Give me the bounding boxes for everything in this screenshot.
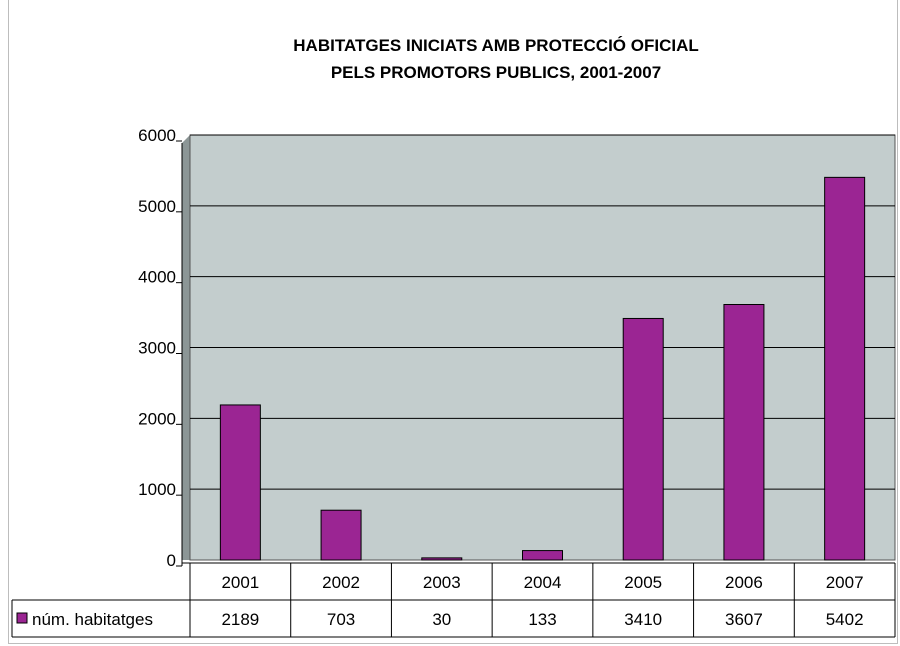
bar-2005 xyxy=(622,317,664,561)
x-tick-label: 2001 xyxy=(221,573,259,592)
data-label: 133 xyxy=(528,610,556,629)
x-tick-label: 2004 xyxy=(524,573,562,592)
data-table: 2001 2189 2002 703 2003 30 2004 133 2005 3410 2006… xyxy=(11,562,896,638)
x-tick-label: 2003 xyxy=(423,573,461,592)
plot-area xyxy=(182,134,896,561)
y-tick-label: 0 xyxy=(167,551,176,570)
bar-2006 xyxy=(723,304,765,561)
x-tick-label: 2007 xyxy=(826,573,864,592)
y-tick-label: 3000 xyxy=(138,339,176,358)
legend-swatch xyxy=(16,612,28,624)
plot-side-wall xyxy=(182,135,190,560)
data-label: 3410 xyxy=(624,610,662,629)
chart-subtitle: PELS PROMOTORS PUBLICS, 2001-2007 xyxy=(331,63,661,82)
bar-2004 xyxy=(522,550,563,561)
y-tick-label: 1000 xyxy=(138,480,176,499)
x-tick-label: 2005 xyxy=(624,573,662,592)
chart-title: HABITATGES INICIATS AMB PROTECCIÓ OFICIA… xyxy=(293,36,698,55)
y-tick-label: 4000 xyxy=(138,268,176,287)
x-tick-label: 2006 xyxy=(725,573,763,592)
data-label: 3607 xyxy=(725,610,763,629)
bar-2002 xyxy=(320,509,362,561)
bars xyxy=(219,176,866,561)
data-label: 703 xyxy=(327,610,355,629)
bar-2007 xyxy=(824,176,866,561)
bar-2001 xyxy=(219,404,261,561)
x-tick-label: 2002 xyxy=(322,573,360,592)
bar-2003 xyxy=(421,557,463,561)
y-tick-label: 5000 xyxy=(138,197,176,216)
data-label: 5402 xyxy=(826,610,864,629)
y-tick-label: 2000 xyxy=(138,409,176,428)
data-label: 30 xyxy=(432,610,451,629)
y-tick-label: 6000 xyxy=(138,126,176,145)
data-label: 2189 xyxy=(221,610,259,629)
y-axis: 0 1000 2000 3000 4000 5000 6000 xyxy=(138,126,183,570)
chart-frame xyxy=(8,0,898,644)
legend-label: núm. habitatges xyxy=(32,610,153,629)
